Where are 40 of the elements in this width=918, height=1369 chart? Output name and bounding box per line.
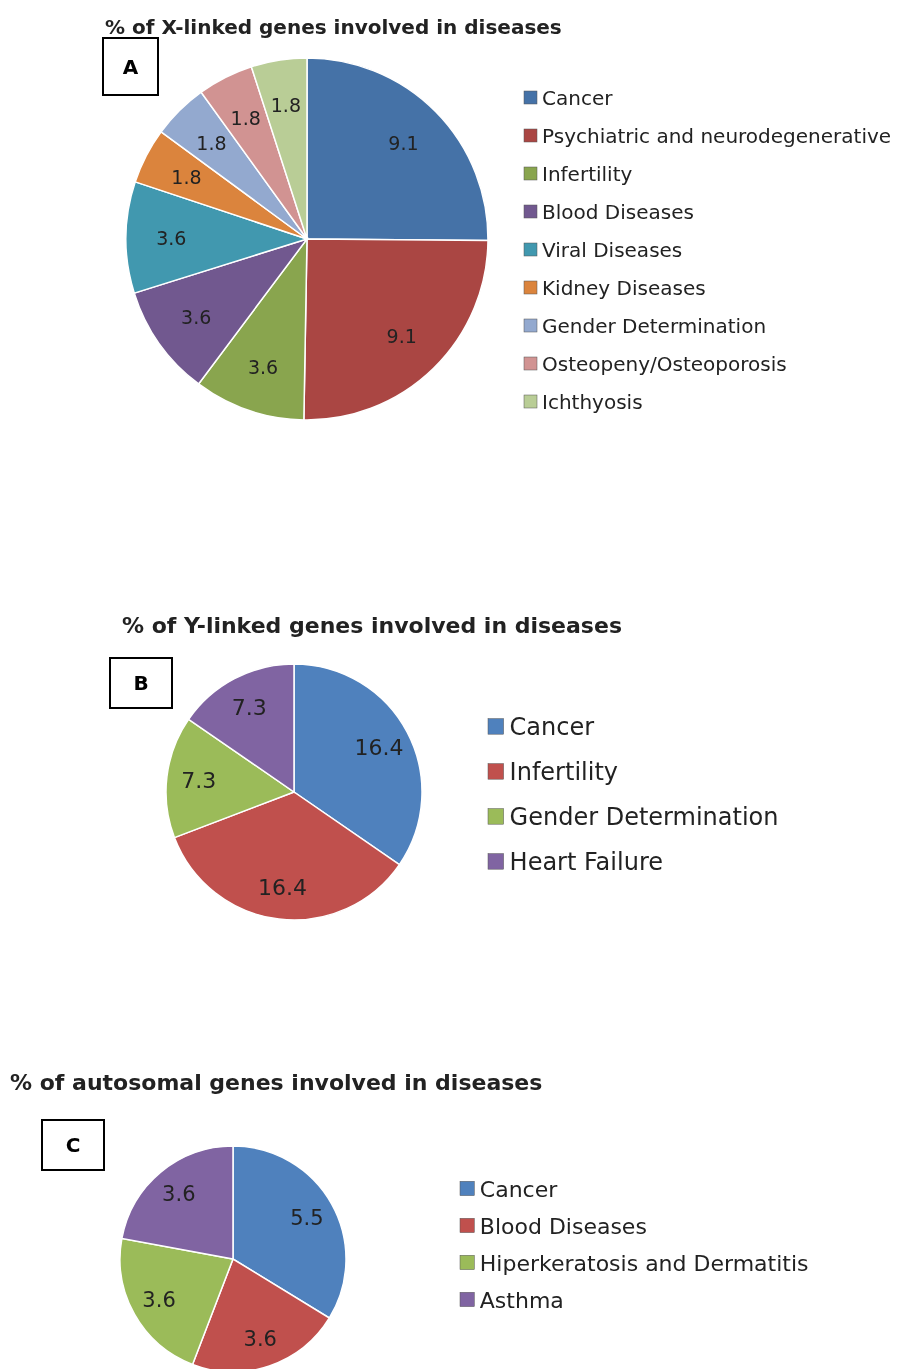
data-label: 1.8	[171, 165, 202, 188]
data-label: 16.4	[258, 874, 308, 900]
data-label: 3.6	[181, 306, 212, 329]
legend-label: Gender Determination	[542, 314, 767, 338]
legend-label: Kidney Diseases	[542, 276, 706, 300]
text: B	[133, 671, 149, 695]
legend-label: Osteopeny/Osteoporosis	[542, 352, 787, 376]
data-label: 3.6	[247, 356, 279, 379]
legend-label: Asthma	[479, 1287, 564, 1313]
legend-label: Psychiatric and neurodegenerative	[542, 124, 892, 148]
legend-label: Heart Failure	[509, 848, 663, 876]
data-label: 3.6	[156, 226, 187, 249]
data-label: 16.4	[354, 734, 404, 760]
legend-label: Infertility	[542, 162, 633, 186]
data-label: 3.6	[142, 1288, 176, 1313]
chart-title: % of Y-linked genes involved in diseases	[122, 613, 622, 638]
legend-label: Cancer	[479, 1176, 559, 1202]
legend-label: Cancer	[542, 86, 614, 110]
data-label: 7.3	[231, 694, 267, 720]
data-label: 3.6	[162, 1181, 196, 1206]
data-label: 9.1	[388, 132, 419, 155]
data-label: 5.5	[290, 1205, 324, 1230]
legend-label: Hiperkeratosis and Dermatitis	[479, 1250, 809, 1276]
text: C	[65, 1133, 81, 1157]
data-label: 1.8	[196, 131, 227, 154]
legend-label: Viral Diseases	[542, 238, 683, 262]
legend-label: Gender Determination	[509, 803, 779, 831]
data-label: 3.6	[243, 1327, 277, 1352]
chart-title: % of X-linked genes involved in diseases	[105, 15, 562, 39]
legend-label: Blood Diseases	[479, 1213, 647, 1239]
data-label: 1.8	[230, 106, 261, 129]
data-label: 7.3	[181, 768, 217, 794]
text: A	[122, 54, 139, 79]
chart-title: % of autosomal genes involved in diseases	[10, 1070, 543, 1095]
legend-label: Blood Diseases	[542, 200, 694, 224]
legend-label: Ichthyosis	[542, 390, 643, 414]
legend-label: Infertility	[509, 758, 619, 786]
legend-label: Cancer	[509, 713, 595, 741]
data-label: 9.1	[386, 325, 417, 348]
data-label: 1.8	[270, 93, 301, 116]
